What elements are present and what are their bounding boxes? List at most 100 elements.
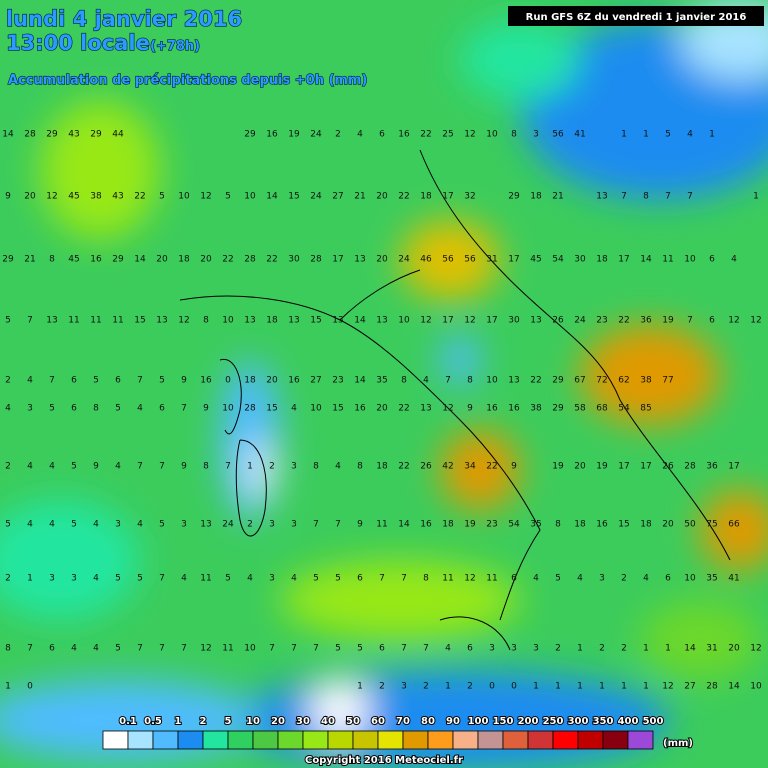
grid-value: 7: [27, 644, 33, 654]
grid-value: 30: [288, 255, 300, 265]
grid-value: 29: [46, 130, 58, 140]
grid-value: 2: [5, 462, 11, 472]
grid-value: 68: [596, 404, 608, 414]
grid-value: 29: [112, 255, 124, 265]
grid-value: 22: [398, 462, 409, 472]
grid-value: 24: [310, 192, 322, 202]
grid-value: 7: [621, 192, 627, 202]
grid-value: 10: [750, 682, 762, 692]
grid-value: 7: [401, 644, 407, 654]
grid-value: 4: [687, 130, 693, 140]
grid-value: 7: [423, 644, 429, 654]
grid-value: 11: [90, 316, 101, 326]
grid-value: 17: [640, 462, 651, 472]
grid-value: 13: [420, 404, 431, 414]
grid-value: 35: [530, 520, 541, 530]
legend-label: 20: [271, 716, 285, 727]
grid-value: 5: [159, 520, 165, 530]
grid-value: 7: [27, 316, 33, 326]
grid-value: 4: [423, 376, 429, 386]
grid-value: 8: [555, 520, 561, 530]
legend-swatch: [227, 730, 254, 750]
grid-value: 22: [530, 376, 541, 386]
grid-value: 4: [731, 255, 737, 265]
grid-value: 7: [445, 376, 451, 386]
legend-swatch: [552, 730, 579, 750]
grid-value: 12: [750, 644, 761, 654]
grid-value: 22: [398, 192, 409, 202]
grid-value: 28: [310, 255, 322, 265]
grid-value: 13: [244, 316, 255, 326]
grid-value: 16: [508, 404, 520, 414]
grid-value: 28: [244, 255, 256, 265]
grid-value: 28: [706, 682, 718, 692]
grid-value: 28: [684, 462, 696, 472]
grid-value: 2: [5, 574, 11, 584]
grid-value: 12: [46, 192, 57, 202]
grid-value: 77: [662, 376, 673, 386]
grid-value: 44: [112, 130, 124, 140]
grid-value: 5: [5, 520, 11, 530]
grid-value: 10: [398, 316, 410, 326]
grid-value: 7: [159, 644, 165, 654]
grid-value: 13: [376, 316, 387, 326]
grid-value: 4: [577, 574, 583, 584]
grid-value: 12: [200, 192, 211, 202]
grid-value: 72: [596, 376, 607, 386]
legend-label: 0.5: [144, 716, 162, 727]
grid-value: 1: [357, 682, 363, 692]
legend-unit: (mm): [663, 738, 693, 749]
grid-value: 3: [291, 520, 297, 530]
grid-value: 23: [486, 520, 497, 530]
grid-value: 4: [357, 130, 363, 140]
grid-value: 45: [68, 192, 79, 202]
grid-value: 5: [49, 404, 55, 414]
grid-value: 7: [159, 462, 165, 472]
grid-value: 20: [266, 376, 278, 386]
subtitle: Accumulation de précipitations depuis +0…: [8, 73, 367, 88]
grid-value: 7: [687, 192, 693, 202]
legend-swatch: [402, 730, 429, 750]
grid-value: 1: [643, 682, 649, 692]
grid-value: 1: [577, 644, 583, 654]
legend-swatch: [577, 730, 604, 750]
grid-value: 7: [313, 520, 319, 530]
grid-value: 8: [511, 130, 517, 140]
grid-value: 5: [335, 644, 341, 654]
grid-value: 36: [706, 462, 718, 472]
grid-value: 8: [357, 462, 363, 472]
grid-value: 12: [420, 316, 431, 326]
grid-value: 16: [90, 255, 102, 265]
grid-value: 7: [137, 462, 143, 472]
legend-label: 50: [346, 716, 360, 727]
grid-value: 5: [555, 574, 561, 584]
grid-value: 6: [357, 574, 363, 584]
grid-value: 56: [552, 130, 564, 140]
grid-value: 5: [71, 520, 77, 530]
grid-value: 12: [662, 682, 673, 692]
grid-value: 17: [618, 255, 629, 265]
grid-value: 18: [596, 255, 608, 265]
legend-label: 250: [543, 716, 564, 727]
grid-value: 2: [467, 682, 473, 692]
grid-value: 3: [49, 574, 55, 584]
grid-value: 5: [115, 644, 121, 654]
legend-swatch: [327, 730, 354, 750]
grid-value: 29: [552, 404, 564, 414]
legend-label: 150: [493, 716, 514, 727]
grid-value: 27: [684, 682, 695, 692]
grid-value: 13: [508, 376, 519, 386]
grid-value: 66: [728, 520, 740, 530]
grid-value: 30: [574, 255, 586, 265]
grid-value: 6: [709, 316, 715, 326]
grid-value: 36: [640, 316, 652, 326]
grid-value: 16: [354, 404, 366, 414]
grid-value: 18: [530, 192, 542, 202]
grid-value: 43: [112, 192, 123, 202]
legend-swatch: [477, 730, 504, 750]
grid-value: 3: [511, 644, 517, 654]
grid-value: 2: [621, 574, 627, 584]
value-grid: 14 28 29 43 29 44 29 16 19 24 2 4 6 16 22 25 12 10 8 3 56 41 1…: [2, 130, 762, 692]
grid-value: 10: [244, 192, 256, 202]
legend-swatch: [202, 730, 229, 750]
